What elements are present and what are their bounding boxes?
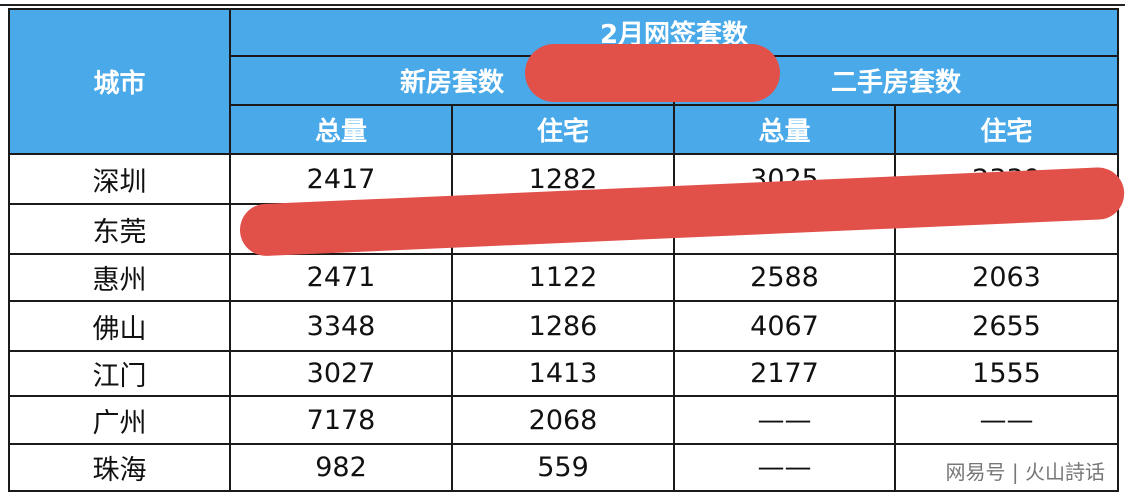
watermark: 网易号 | 火山詩话: [945, 460, 1105, 484]
value-cell: 2339: [894, 153, 1119, 205]
city-cell: 珠海: [8, 443, 231, 492]
value-cell: 3025: [673, 153, 896, 205]
value-cell: 4067: [673, 300, 896, 352]
value-cell: [673, 203, 896, 255]
value-cell: 1122: [451, 253, 675, 302]
value-cell: 559: [451, 443, 675, 492]
value-cell: 2655: [894, 300, 1119, 352]
value-cell: 2588: [673, 253, 896, 302]
table-row: 深圳 2417 1282 3025 2339: [8, 153, 1119, 205]
value-cell: 2068: [451, 395, 675, 445]
value-cell: 2471: [229, 253, 453, 302]
sales-table: 城市 2月网签套数 新房套数 二手房套数 总量 住宅 总量 住宅 深圳 2417 1…: [8, 8, 1119, 492]
city-cell: 佛山: [8, 300, 231, 352]
group-header: 2月网签套数: [229, 8, 1119, 57]
value-cell: [894, 203, 1119, 255]
value-cell: 1555: [894, 350, 1119, 397]
value-cell: 1413: [451, 350, 675, 397]
value-cell: 1286: [451, 300, 675, 352]
value-cell: ——: [673, 443, 896, 492]
col-header: 总量: [673, 104, 896, 155]
value-cell: 982: [229, 443, 453, 492]
table-row: 广州 7178 2068 —— ——: [8, 395, 1119, 445]
col-header: 住宅: [894, 104, 1119, 155]
value-cell: 2177: [673, 350, 896, 397]
value-cell: 7178: [229, 395, 453, 445]
table-row: 佛山 3348 1286 4067 2655: [8, 300, 1119, 352]
value-cell: ——: [894, 395, 1119, 445]
city-cell: 江门: [8, 350, 231, 397]
table-row: 江门 3027 1413 2177 1555: [8, 350, 1119, 397]
value-cell: 3348: [229, 300, 453, 352]
value-cell: 2417: [229, 153, 453, 205]
city-cell: 惠州: [8, 253, 231, 302]
value-cell: 3027: [229, 350, 453, 397]
value-cell: 1282: [451, 153, 675, 205]
city-header: 城市: [8, 8, 231, 155]
value-cell: 2063: [894, 253, 1119, 302]
table-row: 东莞: [8, 203, 1119, 255]
top-border: [0, 4, 1125, 6]
city-cell: 广州: [8, 395, 231, 445]
table-row: 惠州 2471 1122 2588 2063: [8, 253, 1119, 302]
new-house-header: 新房套数: [229, 55, 675, 106]
col-header: 住宅: [451, 104, 675, 155]
second-hand-header: 二手房套数: [673, 55, 1119, 106]
city-cell: 东莞: [8, 203, 231, 255]
value-cell: [229, 203, 453, 255]
value-cell: ——: [673, 395, 896, 445]
col-header: 总量: [229, 104, 453, 155]
value-cell: [451, 203, 675, 255]
city-cell: 深圳: [8, 153, 231, 205]
